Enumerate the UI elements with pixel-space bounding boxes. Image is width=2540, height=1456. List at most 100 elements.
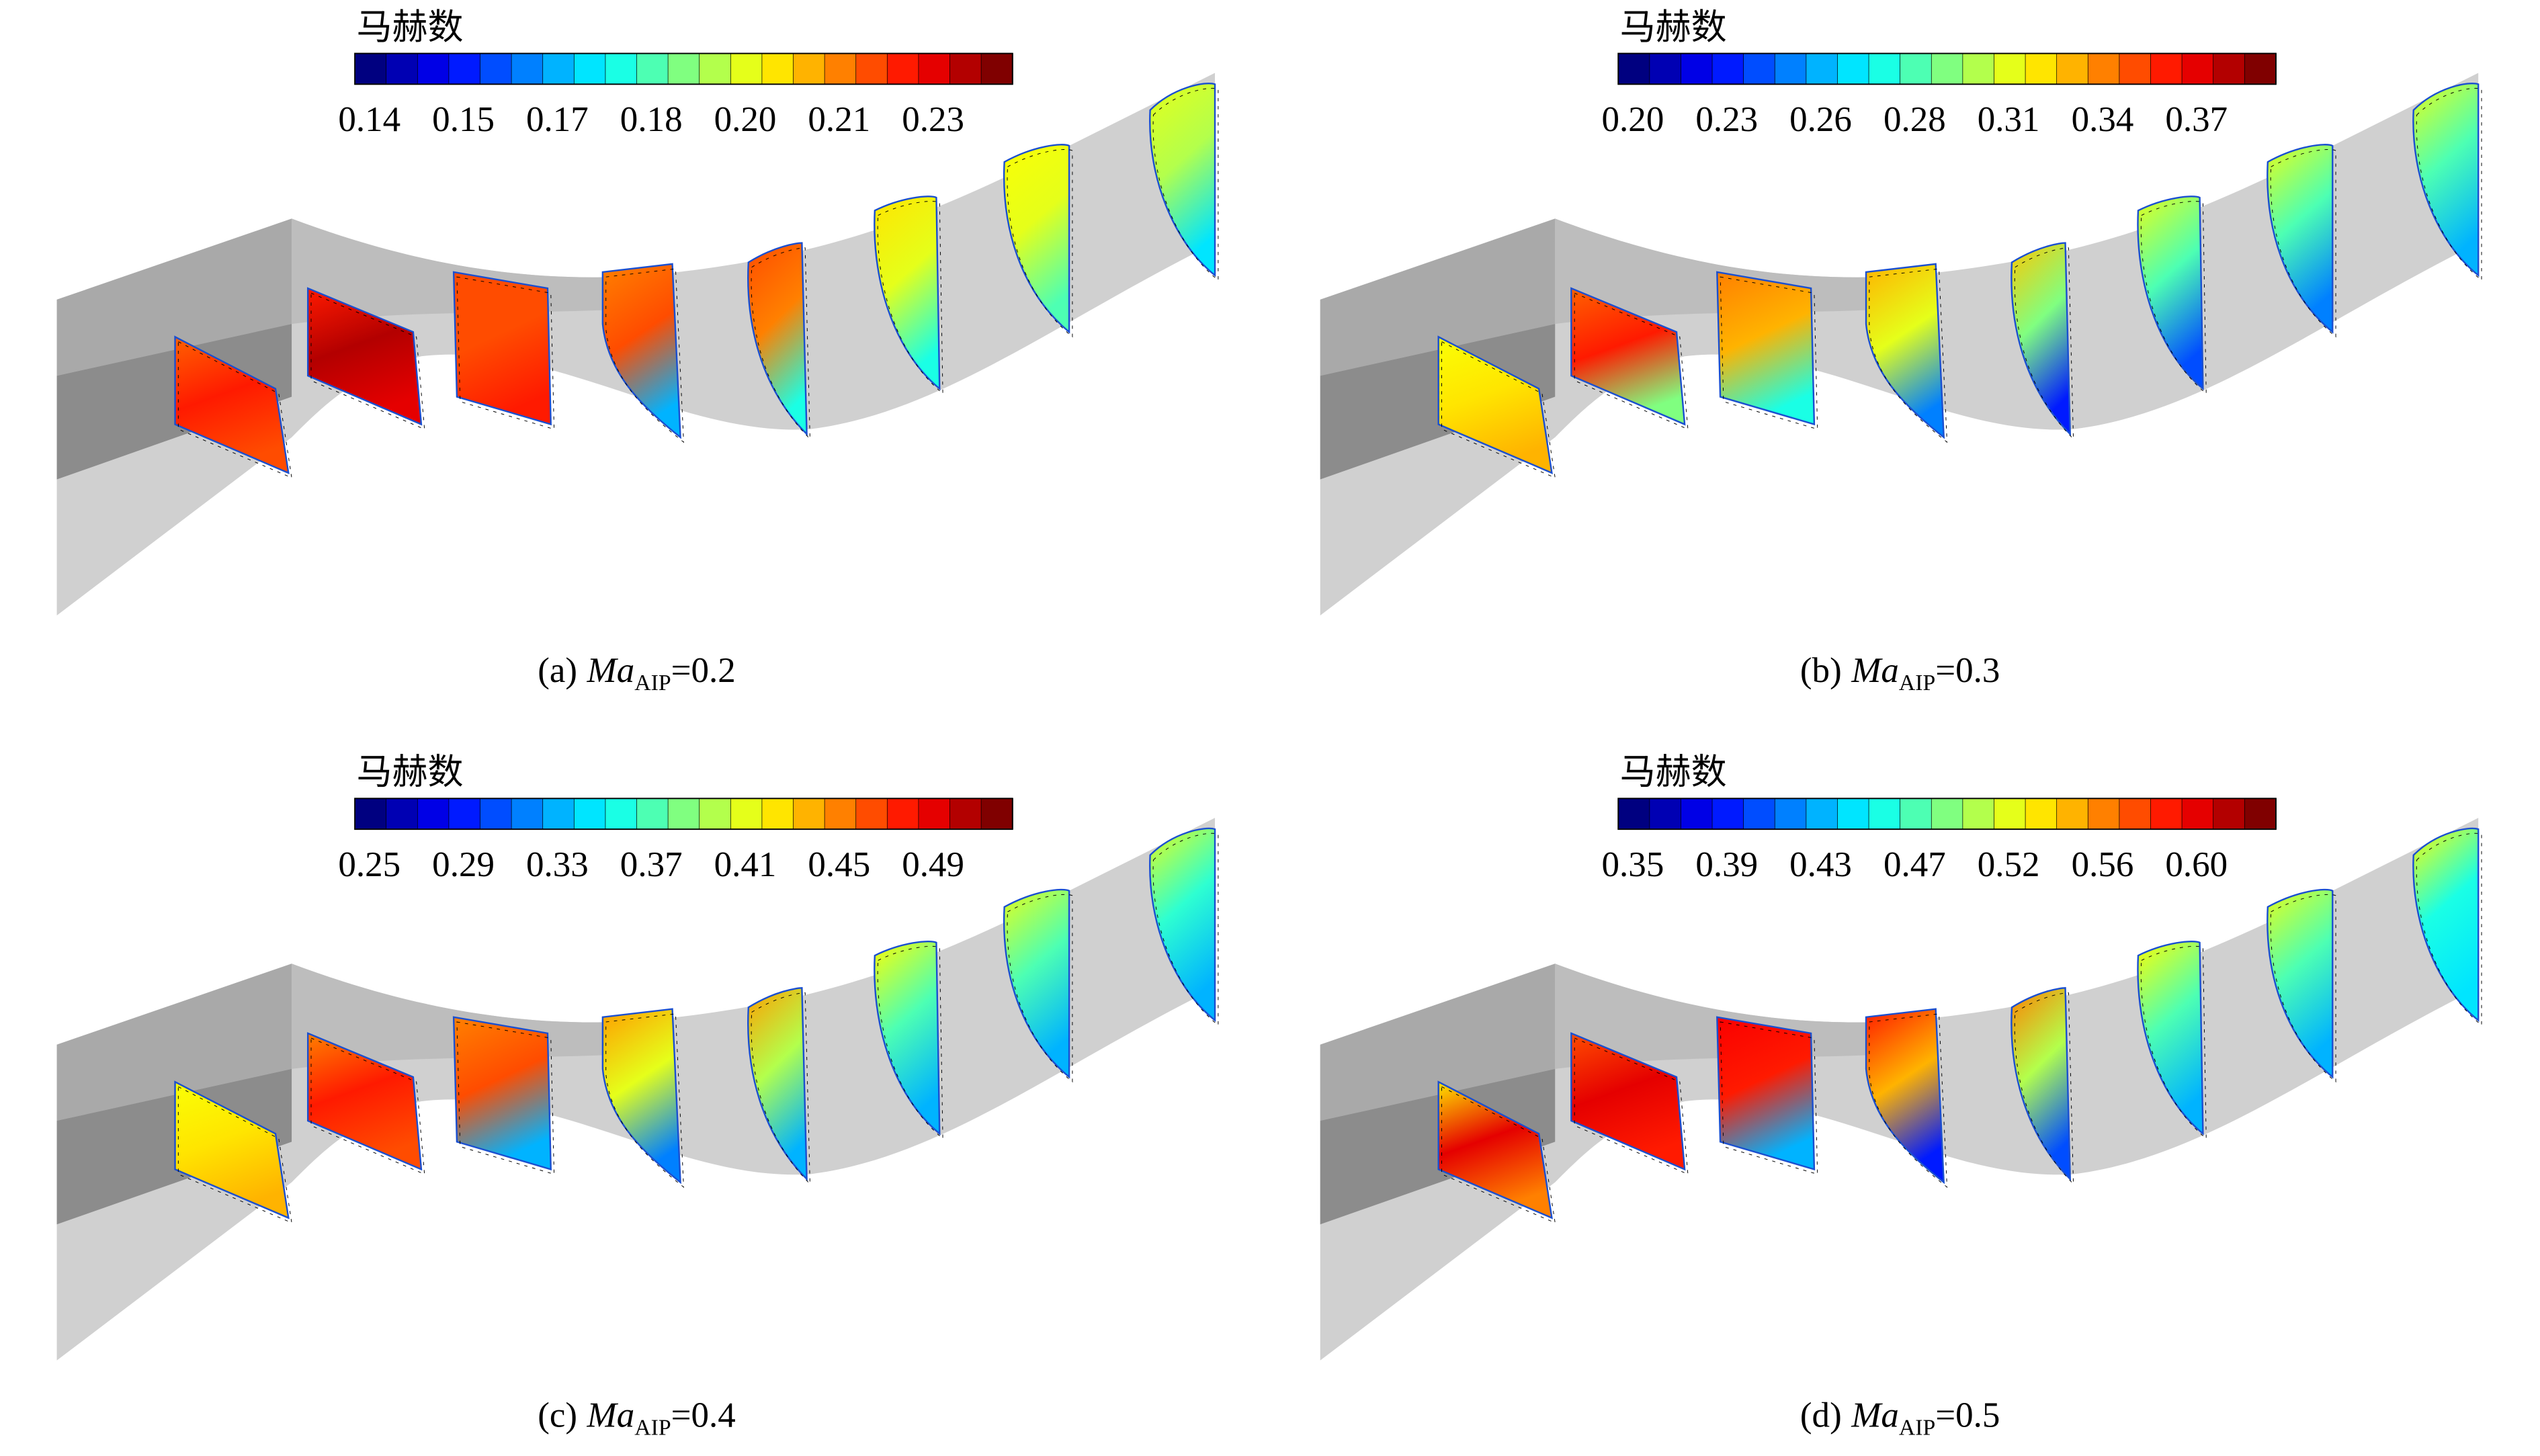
colorbar-segment	[886, 53, 920, 85]
streamline	[310, 1037, 425, 1175]
colorbar-tick-label: 0.31	[1978, 100, 2040, 139]
colorbar-segment	[949, 798, 982, 830]
colorbar-tick-label: 0.41	[714, 845, 777, 884]
streamline	[2014, 247, 2074, 440]
colorbar-segment	[855, 798, 888, 830]
colorbar-segment	[824, 53, 857, 85]
streamline	[751, 247, 810, 440]
colorbar-tick-label: 0.15	[432, 100, 495, 139]
colorbar-tick-label: 0.35	[1602, 845, 1664, 884]
contour-slice	[2010, 987, 2072, 1181]
caption-value: =0.2	[671, 651, 736, 690]
caption-subscript: AIP	[634, 1416, 671, 1441]
colorbar-tick-label: 0.47	[1883, 845, 1946, 884]
colorbar-segment	[949, 53, 982, 85]
colorbar-frame	[354, 52, 1013, 85]
caption-symbol: Ma	[1851, 651, 1899, 690]
colorbar-segment	[2213, 798, 2246, 830]
colorbar-segment	[1962, 798, 1995, 830]
streamline	[1441, 341, 1556, 478]
caption-value: =0.4	[671, 1396, 736, 1435]
panel: 马赫数 0.14 0.15 0.17 0.18 0.20 0.21 0.23 (a) MaAIP=…	[56, 8, 1219, 695]
colorbar-tick-label: 0.23	[902, 100, 964, 139]
colorbar-segment	[1681, 798, 1713, 830]
colorbar-segment	[793, 798, 826, 830]
colorbar-segment	[2025, 798, 2058, 830]
colorbar-segment	[511, 798, 544, 830]
colorbar-tick-label: 0.21	[808, 100, 870, 139]
colorbar-segment	[511, 53, 544, 85]
caption-symbol: Ma	[1851, 1396, 1899, 1435]
streamline	[1152, 832, 1219, 1026]
colorbar-segment	[1868, 53, 1901, 85]
colorbar-tick-label: 0.45	[808, 845, 870, 884]
colorbar-segment	[2119, 798, 2152, 830]
contour-slice	[2412, 827, 2480, 1023]
colorbar-segment	[980, 798, 1013, 830]
streamline	[751, 992, 810, 1185]
colorbar-segment	[2056, 798, 2089, 830]
colorbar-segment	[480, 798, 513, 830]
colorbar-segment	[2213, 53, 2246, 85]
colorbar-segment	[1681, 53, 1713, 85]
contour-slice	[2267, 888, 2334, 1079]
colorbar-segment	[2181, 798, 2214, 830]
colorbar-segment	[542, 53, 575, 85]
caption: (c) MaAIP=0.4	[538, 1396, 736, 1441]
colorbar-segment	[761, 798, 794, 830]
contour-slice	[452, 271, 552, 426]
contour-slice	[747, 987, 808, 1181]
streamline	[2416, 832, 2482, 1026]
caption-subscript: AIP	[1899, 1416, 1935, 1441]
streamline	[2014, 992, 2074, 1185]
colorbar-title: 马赫数	[1620, 8, 1727, 47]
colorbar-segment	[730, 53, 763, 85]
duct-shade	[56, 218, 292, 376]
colorbar-segment	[1774, 53, 1807, 85]
colorbar-segment	[605, 53, 638, 85]
contour-slice	[174, 335, 290, 474]
caption-label: (a)	[538, 651, 577, 690]
colorbar-segment	[480, 53, 513, 85]
colorbar-segment	[1931, 798, 1963, 830]
colorbar-frame	[1617, 52, 2277, 85]
colorbar-segment	[2244, 53, 2277, 85]
colorbar-segment	[761, 53, 794, 85]
colorbar-segment	[1900, 53, 1933, 85]
colorbar-segment	[2244, 798, 2277, 830]
colorbar-tick-label: 0.23	[1695, 100, 1758, 139]
caption: (a) MaAIP=0.2	[538, 651, 736, 695]
colorbar-segment	[2119, 53, 2152, 85]
colorbar-segment	[1994, 798, 2027, 830]
colorbar-segment	[573, 53, 606, 85]
duct-shade	[1320, 963, 1556, 1121]
colorbar-segment	[730, 798, 763, 830]
colorbar-segment	[918, 798, 951, 830]
colorbar-tick-label: 0.33	[526, 845, 589, 884]
contour-slice	[1437, 335, 1553, 474]
colorbar-segment	[667, 798, 700, 830]
colorbar-segment	[793, 53, 826, 85]
colorbar-segment	[1743, 798, 1776, 830]
caption-subscript: AIP	[634, 671, 671, 695]
colorbar-segment	[2181, 53, 2214, 85]
caption-label: (d)	[1800, 1396, 1842, 1435]
colorbar-title: 马赫数	[357, 753, 464, 792]
contour-slice	[1865, 1008, 1945, 1185]
contour-slice	[2010, 242, 2072, 436]
colorbar-segment	[1900, 798, 1933, 830]
colorbar-tick-label: 0.39	[1695, 845, 1758, 884]
colorbar-tick-label: 0.37	[2165, 100, 2228, 139]
contour-slice	[174, 1080, 290, 1219]
colorbar-segment	[1649, 798, 1682, 830]
colorbar-segment	[855, 53, 888, 85]
contour-slice	[2137, 196, 2204, 391]
contour-slice	[1437, 1080, 1553, 1219]
caption-subscript: AIP	[1899, 671, 1935, 695]
contour-slice	[2137, 940, 2204, 1136]
colorbar-tick-label: 0.20	[1602, 100, 1664, 139]
colorbar-segment	[354, 798, 387, 830]
caption-symbol: Ma	[587, 1396, 635, 1435]
colorbar-segment	[1806, 53, 1838, 85]
contour-slice	[1003, 888, 1070, 1079]
